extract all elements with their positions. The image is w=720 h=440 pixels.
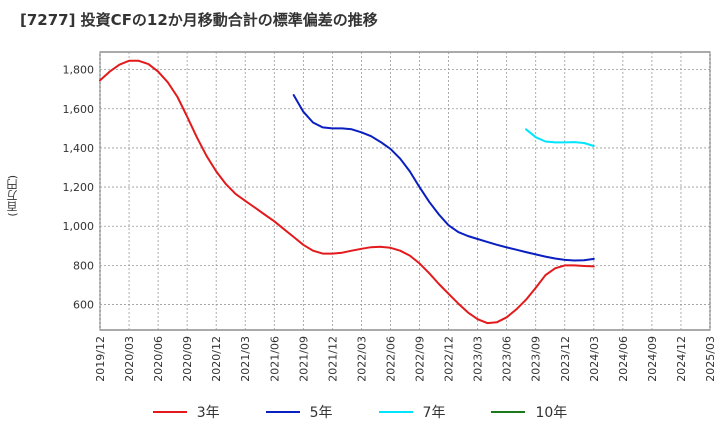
x-tick-label: 2021/03	[239, 336, 252, 382]
legend-swatch	[152, 411, 187, 413]
legend-swatch	[491, 411, 526, 413]
series-line-3年	[99, 59, 595, 325]
legend-item: 7年	[378, 402, 446, 422]
x-tick-label: 2019/12	[94, 336, 107, 382]
x-tick-label: 2025/03	[704, 336, 717, 382]
chart-title: [7277] 投資CFの12か月移動合計の標準偏差の推移	[20, 11, 378, 29]
legend-item: 10年	[491, 402, 567, 422]
legend-label: 7年	[422, 405, 446, 421]
x-tick-label: 2022/12	[443, 336, 456, 382]
x-tick-label: 2024/09	[646, 336, 659, 382]
y-tick-label: 1,600	[63, 103, 95, 116]
chart-plot: 600 800 1,000 1,200 1,400 1,600 1,800 2019/12 20…	[63, 51, 717, 382]
x-tick-label: 2023/03	[472, 336, 485, 382]
legend-label: 10年	[535, 405, 568, 421]
x-tick-label: 2021/12	[326, 336, 339, 382]
legend-label: 3年	[196, 405, 220, 421]
series-line-5年	[292, 94, 595, 262]
x-tick-label: 2022/03	[355, 336, 368, 382]
y-tick-label: 1,800	[63, 64, 95, 77]
x-tick-label: 2022/09	[414, 336, 427, 382]
legend-item: 3年	[152, 402, 220, 422]
x-tick-label: 2020/09	[181, 336, 194, 382]
y-tick-label: 800	[73, 259, 94, 272]
chart-legend: 3年 5年 7年 10年	[0, 402, 720, 422]
y-tick-label: 1,400	[63, 142, 95, 155]
x-tick-label: 2023/12	[559, 336, 572, 382]
x-tick-label: 2020/12	[210, 336, 223, 382]
x-tick-label: 2024/06	[617, 336, 630, 382]
legend-label: 5年	[309, 405, 333, 421]
series-line-7年	[525, 128, 595, 147]
plot-area	[99, 51, 711, 331]
x-tick-label: 2020/03	[123, 336, 136, 382]
x-tick-label: 2021/09	[297, 336, 310, 382]
x-tick-label: 2023/09	[530, 336, 543, 382]
x-tick-label: 2022/06	[384, 336, 397, 382]
y-tick-label: 1,000	[63, 220, 95, 233]
legend-swatch	[378, 411, 413, 413]
legend-swatch	[265, 411, 300, 413]
x-tick-label: 2021/06	[268, 336, 281, 382]
y-tick-label: 600	[73, 299, 94, 312]
legend-item: 5年	[265, 402, 333, 422]
x-tick-label: 2020/06	[152, 336, 165, 382]
x-tick-label: 2024/03	[588, 336, 601, 382]
x-tick-label: 2023/06	[501, 336, 514, 382]
x-tick-label: 2024/12	[675, 336, 688, 382]
y-tick-label: 1,200	[63, 181, 95, 194]
